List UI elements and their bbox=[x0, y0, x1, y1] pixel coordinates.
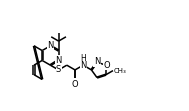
Text: H: H bbox=[80, 54, 86, 63]
Text: N: N bbox=[47, 41, 53, 50]
Text: O: O bbox=[104, 61, 110, 70]
Text: S: S bbox=[56, 65, 61, 74]
Text: N: N bbox=[55, 56, 62, 64]
Text: N: N bbox=[94, 57, 100, 66]
Text: CH₃: CH₃ bbox=[114, 68, 126, 74]
Text: O: O bbox=[72, 80, 78, 89]
Text: N: N bbox=[80, 61, 86, 70]
